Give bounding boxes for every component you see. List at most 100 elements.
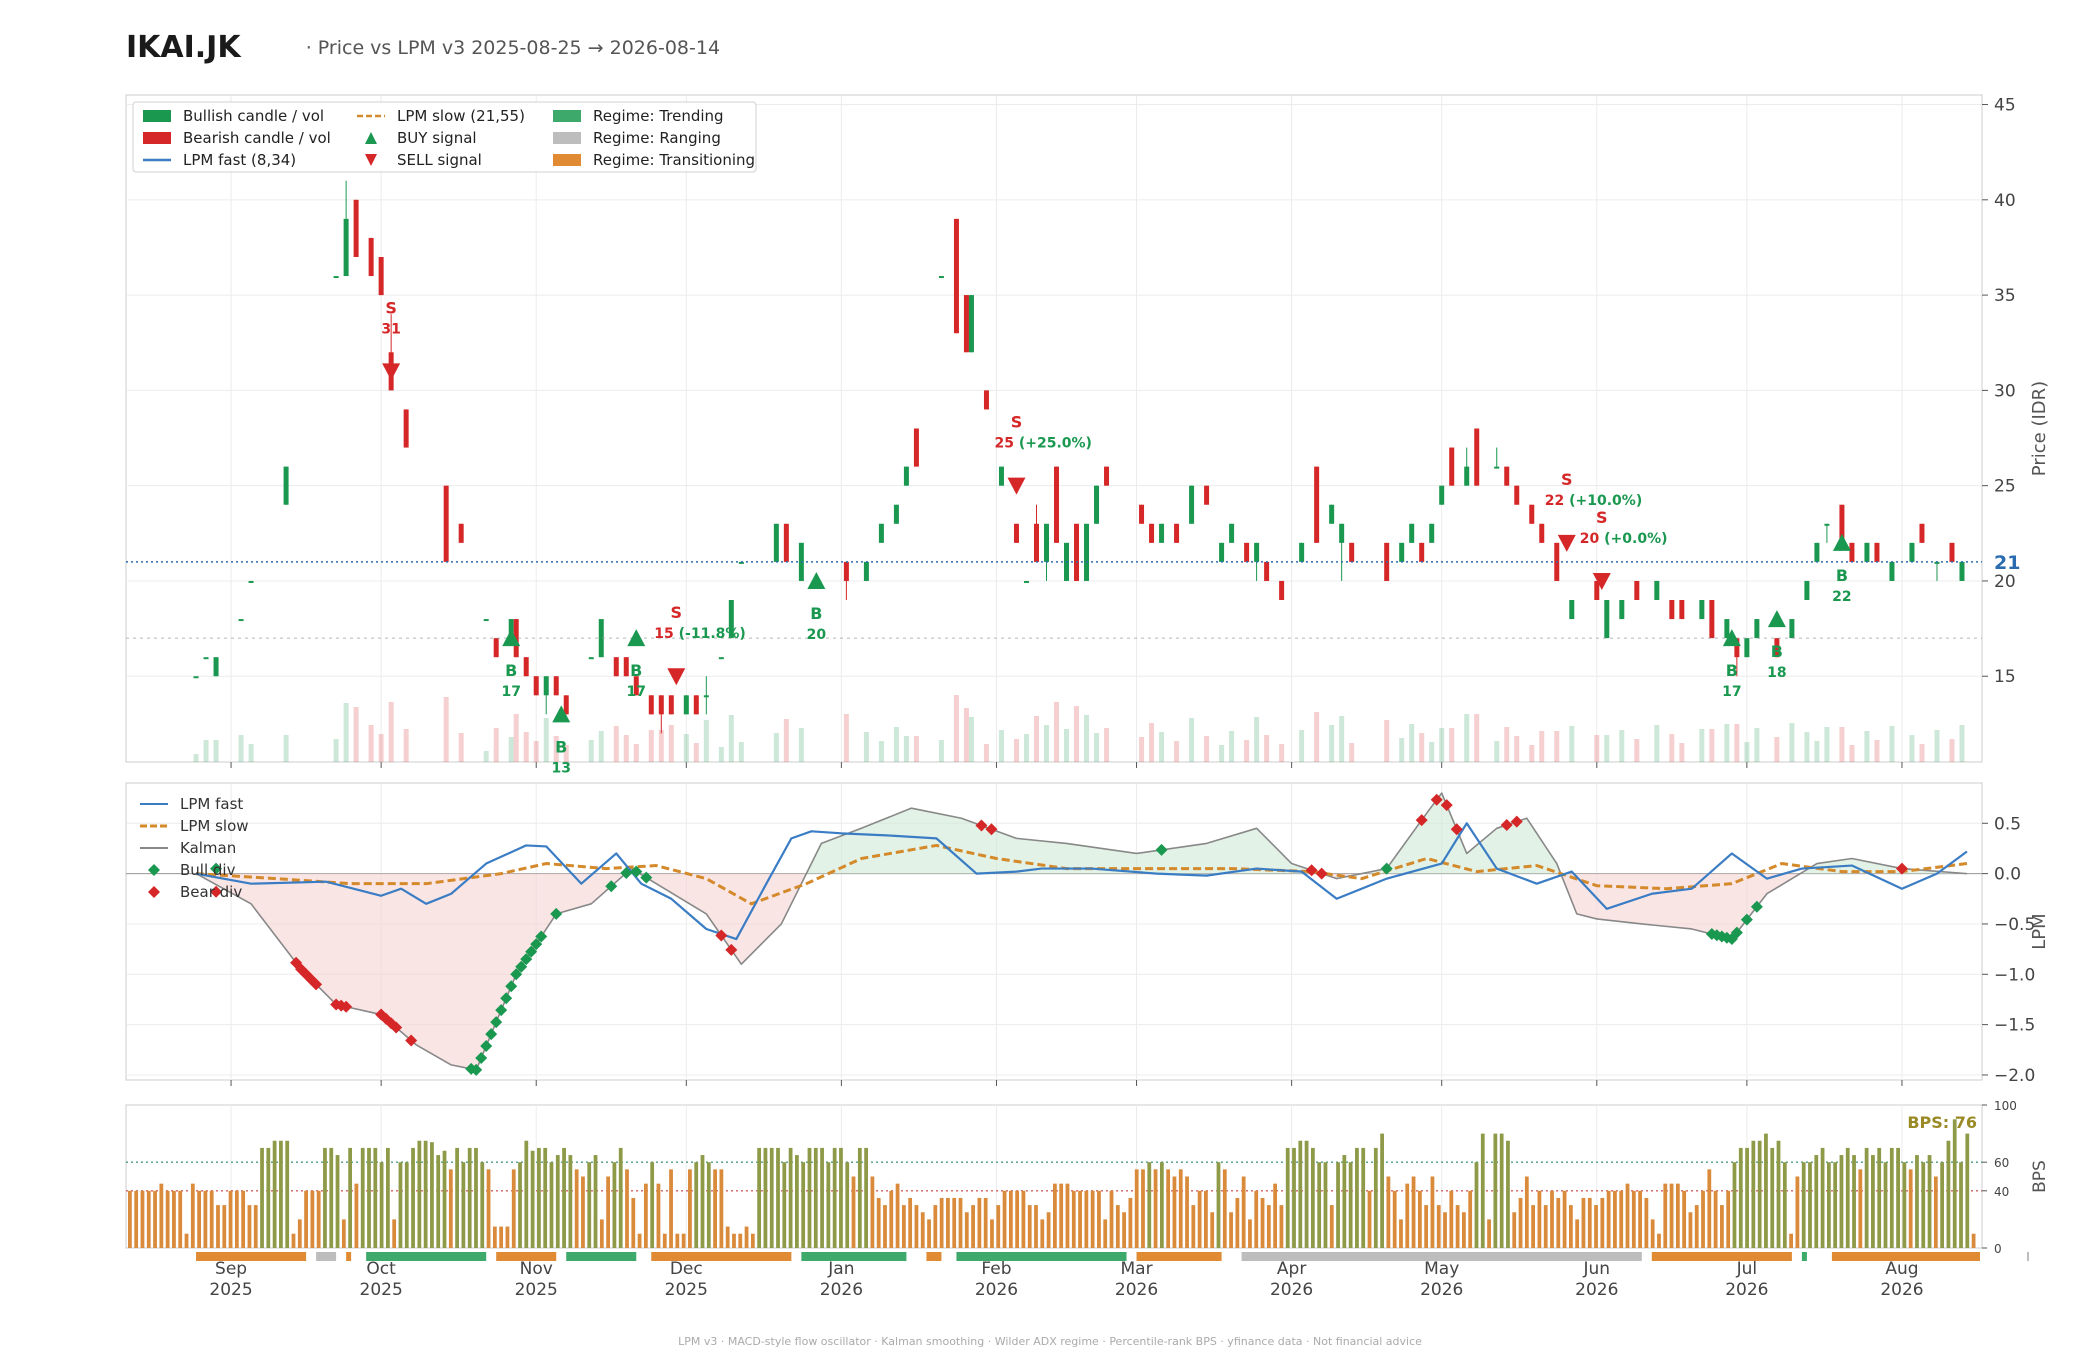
bps-bar [1159, 1162, 1164, 1248]
bps-bar [1065, 1183, 1070, 1248]
bps-bar [839, 1147, 843, 1248]
bps-bar [1329, 1205, 1334, 1248]
volume-bar [1023, 734, 1029, 762]
bps-bar [140, 1190, 145, 1248]
candle-body [248, 580, 254, 583]
x-tick-year: 2026 [1725, 1280, 1768, 1300]
volume-bar [693, 743, 699, 762]
volume-bar [1724, 724, 1730, 762]
price-ytick-label: 40 [1994, 191, 2016, 211]
buy-signal-marker [627, 629, 646, 647]
candle-body [878, 523, 884, 543]
bps-bar [1537, 1190, 1542, 1248]
volume-bar [1159, 732, 1165, 762]
x-tick-month: May [1424, 1259, 1459, 1279]
candle-body [1139, 504, 1145, 524]
bps-bar [927, 1219, 931, 1248]
candle-body [693, 695, 699, 715]
candle-body [543, 676, 549, 696]
volume-bar [483, 751, 489, 762]
kalman-positive-fill [196, 793, 1967, 874]
volume-bar [1264, 735, 1270, 762]
bps-bar [895, 1183, 900, 1248]
sell-signal-price: 20 (+0.0%) [1580, 531, 1668, 547]
candle-body [1909, 542, 1915, 562]
x-tick-month: Mar [1121, 1259, 1153, 1279]
bear-div-marker [390, 1021, 403, 1034]
bps-bar [1839, 1155, 1844, 1248]
candle-body [1149, 523, 1155, 543]
lpm-ytick-label: −1.0 [1994, 965, 2035, 985]
bps-bar [675, 1233, 680, 1248]
candle-body [1839, 504, 1845, 543]
bps-bar [845, 1162, 850, 1248]
bps-bar [1613, 1190, 1617, 1248]
bull-div-marker [490, 1016, 503, 1029]
bps-bar [1625, 1183, 1630, 1248]
bps-bar [1015, 1190, 1020, 1248]
bps-ylabel: BPS [2030, 1160, 2050, 1193]
bps-bar [1008, 1190, 1013, 1248]
bps-bar [958, 1197, 963, 1248]
legend-swatch [365, 154, 377, 166]
x-tick-year: 2025 [665, 1280, 708, 1300]
volume-bar [1849, 745, 1855, 762]
sell-signal-marker [1007, 477, 1026, 495]
bps-bar [304, 1190, 308, 1248]
bps-bar [1386, 1176, 1391, 1248]
bps-bar [1040, 1219, 1045, 1248]
bps-bar [1172, 1176, 1177, 1248]
bps-bar [719, 1169, 724, 1248]
bps-bar [1908, 1169, 1913, 1248]
candle-body [1419, 542, 1425, 562]
bps-bar [1707, 1169, 1712, 1248]
bps-bar [184, 1233, 189, 1248]
bear-div-marker [1440, 799, 1453, 812]
candle-body [953, 218, 959, 334]
price-legend-item: Regime: Transitioning [553, 151, 755, 169]
candle-body [633, 676, 639, 696]
bps-bar [1455, 1205, 1460, 1248]
bps-bar [1971, 1233, 1976, 1248]
candle-body [1514, 485, 1520, 505]
bps-bar [1317, 1162, 1322, 1248]
candle-body [1349, 542, 1355, 562]
regime-segment-trending [566, 1252, 637, 1261]
bps-bar [1348, 1162, 1353, 1248]
regime-segment-transitioning [1136, 1252, 1222, 1261]
bps-bar [1436, 1205, 1441, 1248]
candle-body [1804, 580, 1810, 601]
sell-signal-return: (-11.8%) [674, 626, 746, 642]
bear-div-marker [405, 1034, 418, 1047]
bps-bar [1424, 1205, 1429, 1248]
sell-signal-marker [382, 363, 401, 381]
bps-bar [134, 1190, 139, 1248]
bps-bar [1197, 1190, 1202, 1248]
lpm-legend-item: LPM fast [140, 795, 243, 813]
bps-bar [612, 1162, 617, 1248]
bps-bar [1097, 1190, 1101, 1248]
volume-bar [1329, 725, 1335, 762]
candle-body [1849, 542, 1855, 562]
bps-bar [581, 1176, 585, 1248]
bps-bar [1185, 1176, 1189, 1248]
bps-bar [939, 1197, 944, 1248]
price-ytick-label: 45 [1994, 96, 2016, 116]
candle-body [493, 638, 499, 658]
candle-body [1054, 466, 1060, 543]
volume-bar [623, 735, 629, 762]
bps-bar [297, 1219, 302, 1248]
candle-body [213, 657, 219, 677]
bps-bar [725, 1226, 730, 1248]
bull-div-marker [510, 968, 523, 981]
bps-bar [1669, 1183, 1674, 1248]
bps-bar [1241, 1176, 1246, 1248]
candle-body [1229, 523, 1235, 543]
bps-bar [486, 1169, 491, 1248]
volume-bar [1814, 741, 1820, 762]
bear-div-marker [715, 929, 728, 942]
bps-bar [562, 1147, 566, 1248]
volume-bar [668, 725, 674, 762]
volume-bar [283, 735, 289, 762]
bull-div-marker [505, 980, 518, 993]
